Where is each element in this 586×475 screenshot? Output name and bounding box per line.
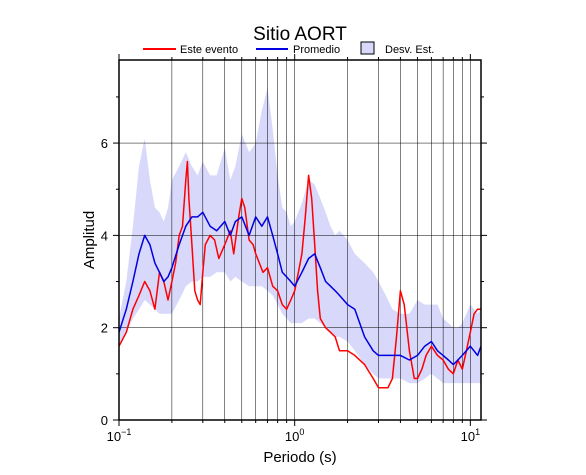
legend-label-este-evento: Este evento: [180, 44, 238, 56]
y-tick-label: 6: [101, 136, 108, 151]
series-line-promedio: [119, 211, 481, 366]
grid: [119, 60, 481, 420]
series-layer: [119, 160, 481, 389]
legend-label-promedio: Promedio: [293, 44, 340, 56]
x-tick-label: 100: [285, 427, 304, 444]
y-tick-label: 0: [101, 413, 108, 428]
series-line-este-evento: [119, 160, 481, 389]
x-tick-label: 101: [461, 427, 480, 444]
plot-frame: [118, 59, 482, 421]
axis-ticks: 10−1 100 101 0 2 4 6: [101, 54, 487, 444]
x-axis-label: Periodo (s): [263, 449, 336, 466]
legend-label-desv-est: Desv. Est.: [385, 44, 434, 56]
legend-swatch-desv-est: [360, 41, 375, 55]
y-tick-label: 4: [101, 228, 108, 243]
y-tick-label: 2: [101, 321, 108, 336]
legend: Este evento Promedio Desv. Est.: [143, 41, 434, 56]
y-axis-label: Amplitud: [81, 211, 98, 269]
x-tick-label: 10−1: [107, 427, 132, 444]
chart-title: Sitio AORT: [253, 24, 347, 45]
